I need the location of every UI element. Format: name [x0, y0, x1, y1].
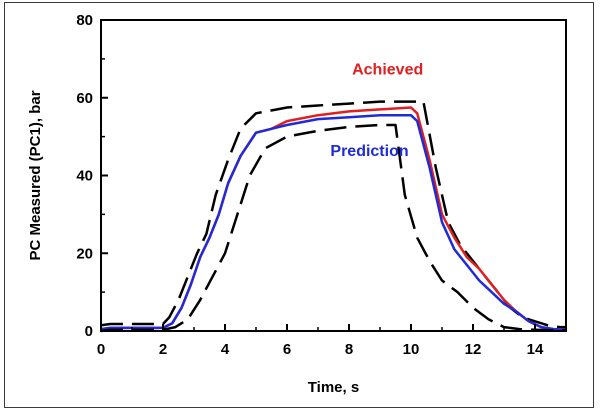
x-axis-label: Time, s [308, 379, 359, 396]
axis-ticks [100, 19, 536, 332]
figure-frame [4, 2, 594, 408]
tick-labels: 0 2 4 6 8 10 12 14 0 20 40 60 80 [76, 12, 544, 358]
series-annotations: Achieved Prediction [330, 61, 423, 160]
x-tick-label: 0 [97, 341, 105, 358]
y-tick-label: 0 [85, 323, 93, 340]
annotation-prediction: Prediction [330, 143, 408, 160]
series-lines [100, 100, 567, 333]
x-tick-label: 2 [159, 341, 167, 358]
x-tick-label: 10 [403, 341, 420, 358]
y-tick-label: 60 [76, 90, 93, 107]
series-line-upper-bound [100, 100, 566, 329]
plot-area-border [100, 19, 567, 332]
annotation-achieved: Achieved [352, 61, 423, 78]
x-tick-label: 6 [283, 341, 291, 358]
y-tick-label: 20 [76, 245, 93, 262]
series-line-lower-bound [100, 123, 566, 333]
x-tick-label: 4 [221, 341, 230, 358]
y-tick-label: 40 [76, 168, 93, 185]
x-tick-label: 12 [465, 341, 482, 358]
x-tick-label: 14 [527, 341, 544, 358]
y-tick-label: 80 [76, 12, 93, 29]
y-axis-label: PC Measured (PC1), bar [27, 90, 44, 260]
x-tick-label: 8 [345, 341, 353, 358]
series-line-prediction [100, 113, 567, 332]
